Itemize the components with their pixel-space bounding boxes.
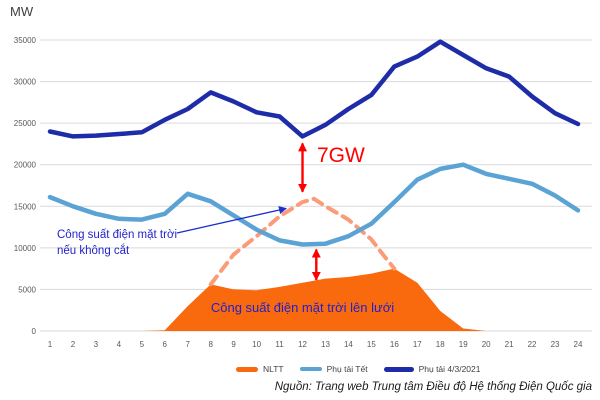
x-axis-tick-label: 5	[140, 340, 145, 349]
x-axis-tick-label: 15	[367, 340, 376, 349]
x-axis-tick-label: 20	[482, 340, 491, 349]
x-axis-tick-label: 18	[436, 340, 445, 349]
annotation-pointer-arrow	[176, 206, 287, 234]
legend-swatch	[299, 367, 322, 371]
source-citation: Nguồn: Trang web Trung tâm Điều độ Hệ th…	[274, 381, 592, 393]
y-axis-tick-label: 5000	[18, 285, 36, 294]
y-axis-tick-label: 30000	[14, 78, 37, 87]
annotation-solar-to-grid: Công suất điện mặt trời lên lưới	[210, 300, 395, 315]
chart-legend: NLTT Phụ tải Tết Phụ tải 4/3/2021	[236, 364, 481, 374]
x-axis-tick-label: 17	[413, 340, 422, 349]
x-axis-tick-label: 2	[71, 340, 76, 349]
legend-swatch	[383, 366, 414, 372]
legend-item: Phụ tải Tết	[299, 364, 368, 374]
series-area-nltt	[50, 268, 578, 331]
annotation-solar-uncurtailed-line1: Công suất điện mặt trời	[57, 229, 178, 241]
x-axis-tick-label: 16	[390, 340, 399, 349]
legend-label: Phụ tải Tết	[326, 364, 368, 374]
x-axis-tick-label: 13	[321, 340, 330, 349]
x-axis-labels: 1 2 3 4 5 6 7 8 9 10 11 12 13 14 15 16 17 18 19 20 21 22 23 24	[48, 340, 583, 349]
x-axis-tick-label: 1	[48, 340, 53, 349]
legend-swatch	[236, 366, 258, 372]
y-axis-tick-label: 25000	[14, 119, 37, 128]
legend-label: NLTT	[263, 364, 284, 374]
x-axis-tick-label: 24	[574, 340, 583, 349]
x-axis-tick-label: 21	[505, 340, 514, 349]
x-axis-tick-label: 12	[298, 340, 307, 349]
x-axis-tick-label: 7	[186, 340, 191, 349]
y-axis-tick-label: 15000	[14, 202, 37, 211]
x-axis-tick-label: 19	[459, 340, 468, 349]
annotation-solar-uncurtailed-line2: nếu không cắt	[57, 245, 130, 257]
x-axis-tick-label: 22	[528, 340, 537, 349]
legend-label: Phụ tải 4/3/2021	[418, 364, 481, 374]
gap-7gw-label: 7GW	[317, 144, 365, 167]
legend-item: NLTT	[236, 364, 284, 374]
gridlines	[40, 39, 592, 332]
legend-item: Phụ tải 4/3/2021	[383, 364, 481, 374]
y-axis-tick-label: 0	[32, 327, 37, 336]
x-axis-tick-label: 14	[344, 340, 353, 349]
x-axis-tick-label: 23	[551, 340, 560, 349]
y-axis-tick-label: 10000	[14, 244, 37, 253]
y-axis-tick-label: 35000	[14, 36, 37, 45]
x-axis-tick-label: 4	[117, 340, 122, 349]
x-axis-tick-label: 10	[252, 340, 261, 349]
x-axis-tick-label: 3	[94, 340, 99, 349]
x-axis-tick-label: 9	[231, 340, 236, 349]
x-axis-tick-label: 6	[163, 340, 168, 349]
annotation-solar-uncurtailed: Công suất điện mặt trời nếu không cắt	[57, 227, 177, 259]
series-line-phu-tai-4-3-2021	[47, 39, 581, 139]
series-dashed-solar-potential	[208, 196, 397, 287]
y-axis-unit-label: MW	[10, 4, 34, 19]
x-axis-tick-label: 8	[208, 340, 213, 349]
x-axis-tick-label: 11	[275, 340, 284, 349]
y-axis-tick-label: 20000	[14, 161, 37, 170]
series-line-phu-tai-tet	[47, 162, 581, 247]
y-axis-labels: 0 5000 10000 15000 20000 25000 30000 35000	[14, 36, 37, 336]
